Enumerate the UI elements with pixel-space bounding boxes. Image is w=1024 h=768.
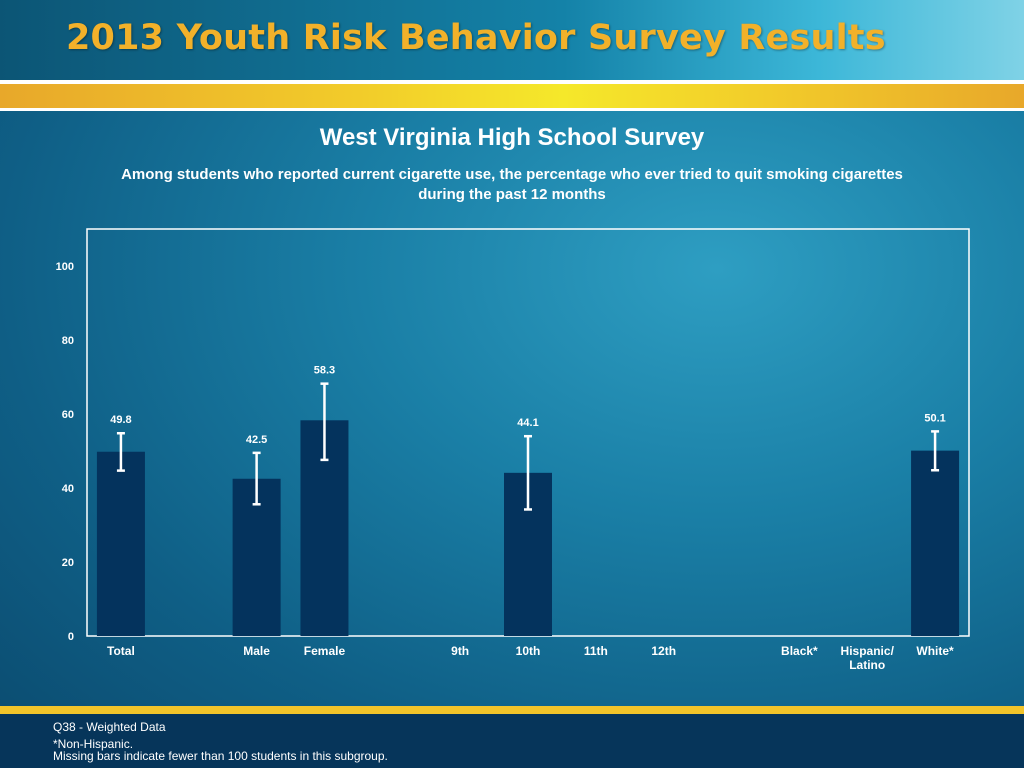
y-tick-label: 60	[62, 409, 74, 421]
footer: Q38 - Weighted Data *Non-Hispanic. Missi…	[0, 714, 1024, 768]
data-label: 50.1	[924, 412, 945, 424]
x-tick-label: Male	[243, 644, 270, 658]
data-label: 42.5	[246, 434, 267, 446]
x-tick-label: 12th	[651, 644, 676, 658]
data-label: 58.3	[314, 365, 335, 377]
header-banner: 2013 Youth Risk Behavior Survey Results	[0, 0, 1024, 80]
bar	[96, 451, 145, 636]
footer-missing-bars-note: Missing bars indicate fewer than 100 stu…	[53, 749, 388, 763]
y-tick-label: 0	[68, 631, 74, 643]
x-tick-label: White*	[916, 644, 954, 658]
y-tick-label: 100	[56, 261, 74, 273]
footer-question-note: Q38 - Weighted Data	[53, 720, 166, 734]
y-tick-label: 20	[62, 557, 74, 569]
x-tick-label: Hispanic/	[841, 644, 895, 658]
chart-title: West Virginia High School Survey	[319, 124, 705, 151]
data-label: 49.8	[110, 414, 131, 426]
banner-divider-white-lower	[0, 108, 1024, 111]
x-tick-label: Total	[107, 644, 135, 658]
y-tick-label: 40	[62, 483, 74, 495]
footer-divider	[0, 706, 1024, 714]
banner-title: 2013 Youth Risk Behavior Survey Results	[66, 18, 886, 58]
x-tick-label: Black*	[781, 644, 818, 658]
data-label: 44.1	[517, 417, 538, 429]
y-tick-label: 80	[62, 335, 74, 347]
footer-nonhispanic-note: *Non-Hispanic.	[53, 737, 134, 751]
x-tick-label: 10th	[516, 644, 541, 658]
banner-divider-white	[0, 80, 1024, 84]
x-tick-label: Latino	[849, 658, 885, 672]
x-tick-label: Female	[304, 644, 346, 658]
bar-chart: 0 20 40 60 80 100 49.8 Total 42.5 Male 58.3 Female 9…	[56, 261, 960, 672]
chart-subtitle: Among students who reported current ciga…	[121, 166, 903, 203]
banner-divider-gold	[0, 84, 1024, 108]
x-tick-label: 11th	[584, 644, 608, 658]
bar	[911, 450, 960, 636]
x-tick-label: 9th	[451, 644, 469, 658]
